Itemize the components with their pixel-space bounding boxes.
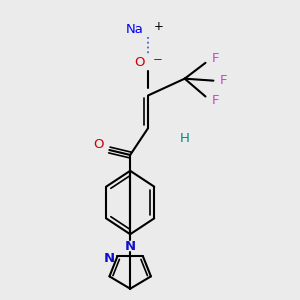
Text: −: − — [153, 53, 163, 66]
Text: H: H — [180, 132, 190, 145]
Text: Na: Na — [126, 22, 144, 36]
Text: F: F — [212, 52, 219, 65]
Text: O: O — [134, 56, 145, 69]
Text: F: F — [219, 74, 227, 87]
Text: O: O — [93, 138, 104, 151]
Text: F: F — [212, 94, 219, 107]
Text: +: + — [154, 20, 164, 33]
Text: N: N — [103, 252, 114, 265]
Text: N: N — [124, 240, 136, 253]
